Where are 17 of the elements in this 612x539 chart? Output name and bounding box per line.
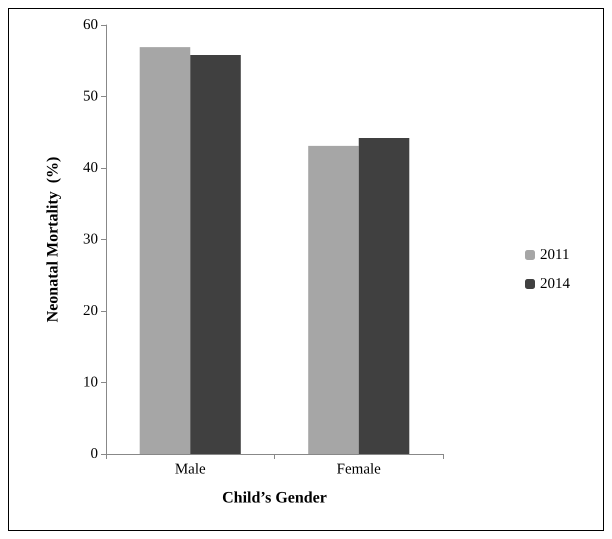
- x-axis-title: Child’s Gender: [222, 490, 327, 506]
- bar: [358, 138, 410, 454]
- legend-label: 2014: [540, 276, 570, 292]
- legend-label: 2011: [540, 247, 570, 263]
- y-tick-label: 0: [90, 446, 98, 462]
- x-tick-label: Male: [174, 462, 206, 478]
- bar: [190, 55, 241, 454]
- y-tick-label: 50: [83, 88, 98, 104]
- y-axis-title: Neonatal Mortality (%): [44, 156, 62, 322]
- bar: [140, 47, 190, 454]
- y-tick-label: 20: [83, 303, 98, 319]
- y-tick-label: 10: [83, 374, 98, 390]
- y-tick-label: 60: [83, 17, 98, 33]
- y-tick-label: 40: [83, 160, 98, 176]
- y-tick-label: 30: [83, 232, 98, 248]
- x-tick-label: Female: [336, 462, 382, 478]
- bar: [308, 146, 359, 454]
